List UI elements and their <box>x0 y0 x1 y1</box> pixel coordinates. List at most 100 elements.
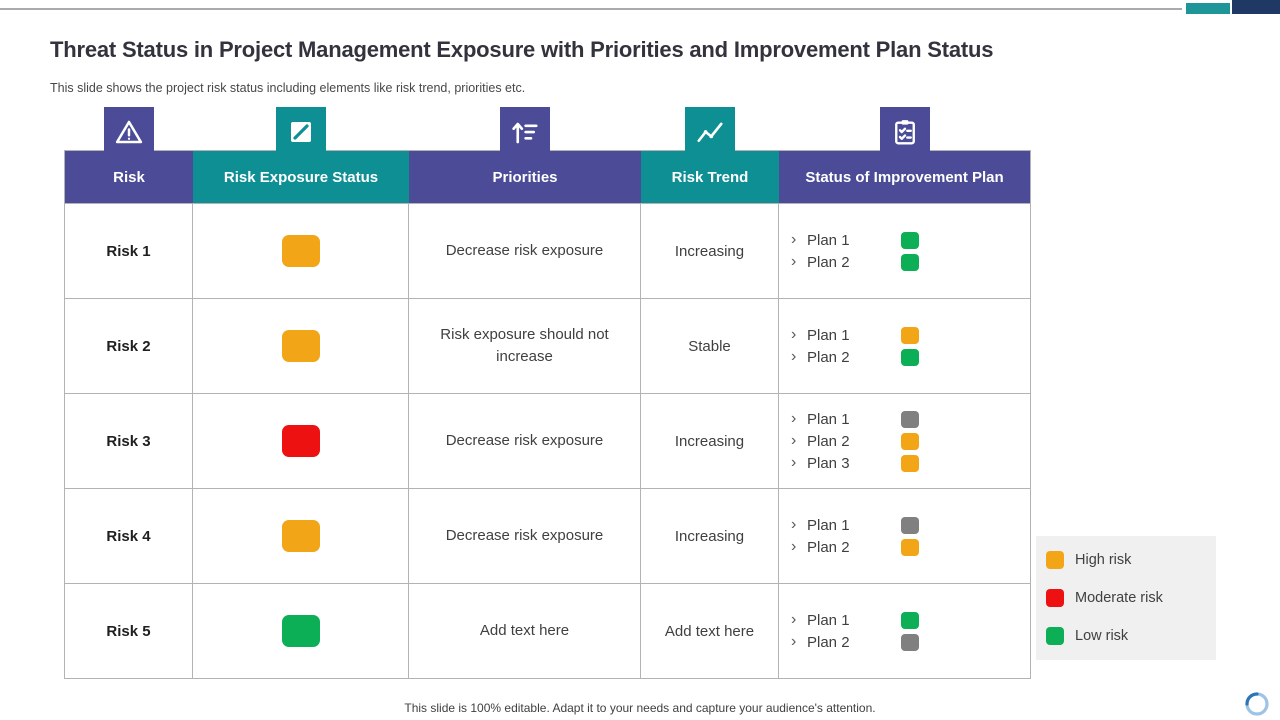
legend-color-box <box>1046 551 1064 569</box>
plan-item: › Plan 2 <box>791 347 1030 367</box>
plan-label: Plan 1 <box>807 611 850 629</box>
risk-cell: Risk 1 <box>65 204 193 298</box>
plan-item: › Plan 1 <box>791 409 1030 429</box>
column-header-label: Status of Improvement Plan <box>805 168 1004 186</box>
editable-note: This slide is 100% editable. Adapt it to… <box>404 701 876 715</box>
risk-label: Risk 5 <box>106 622 151 640</box>
plan-label: Plan 2 <box>807 253 850 271</box>
risk-status-table: Risk Risk Exposure Status <box>64 107 1031 679</box>
plan-status-box <box>901 410 919 428</box>
plan-label: Plan 2 <box>807 633 850 651</box>
trend-cell: Increasing <box>641 489 779 583</box>
risk-label: Risk 4 <box>106 527 151 545</box>
plan-status-box <box>901 611 919 629</box>
priority-cell: Risk exposure should not increase <box>409 299 641 393</box>
chevron-bullet: › <box>791 516 797 533</box>
plan-label: Plan 3 <box>807 454 850 472</box>
column-header-label: Risk Trend <box>671 168 749 186</box>
chevron-bullet: › <box>791 348 797 365</box>
chevron-bullet: › <box>791 326 797 343</box>
plan-label: Plan 2 <box>807 348 850 366</box>
plan-label: Plan 1 <box>807 516 850 534</box>
risk-cell: Risk 2 <box>65 299 193 393</box>
trend-cell: Increasing <box>641 394 779 488</box>
column-header-improvement-plan: Status of Improvement Plan <box>779 107 1030 203</box>
plan-item: › Plan 1 <box>791 515 1030 535</box>
column-header-risk: Risk <box>65 107 193 203</box>
plan-status-box <box>901 326 919 344</box>
risk-legend: High risk Moderate risk Low risk <box>1036 536 1216 660</box>
chevron-bullet: › <box>791 538 797 555</box>
risk-cell: Risk 5 <box>65 584 193 678</box>
plan-item: › Plan 1 <box>791 325 1030 345</box>
column-header-label: Priorities <box>492 168 558 186</box>
chevron-bullet: › <box>791 231 797 248</box>
exposure-cell <box>193 394 409 488</box>
trend-line-icon <box>685 107 735 157</box>
teal-accent-bar <box>1186 3 1230 14</box>
plan-status-box <box>901 538 919 556</box>
priority-cell: Decrease risk exposure <box>409 394 641 488</box>
legend-color-box <box>1046 589 1064 607</box>
risk-label: Risk 3 <box>106 432 151 450</box>
table-row: Risk 2 Risk exposure should not increase… <box>65 298 1030 393</box>
risk-cell: Risk 4 <box>65 489 193 583</box>
table-row: Risk 3 Decrease risk exposure Increasing… <box>65 393 1030 488</box>
risk-label: Risk 2 <box>106 337 151 355</box>
exposure-status-badge <box>281 425 320 457</box>
legend-item-low-risk: Low risk <box>1046 627 1216 645</box>
brand-ring-icon <box>1244 691 1270 717</box>
priority-cell: Decrease risk exposure <box>409 204 641 298</box>
plan-item: › Plan 1 <box>791 610 1030 630</box>
plans-cell: › Plan 1 › Plan 2 › Plan 3 <box>779 394 1030 488</box>
plan-item: › Plan 2 <box>791 252 1030 272</box>
legend-label: Moderate risk <box>1075 590 1163 606</box>
plan-item: › Plan 2 <box>791 537 1030 557</box>
plan-status-box <box>901 516 919 534</box>
risk-label: Risk 1 <box>106 242 151 260</box>
plans-cell: › Plan 1 › Plan 2 <box>779 584 1030 678</box>
clipboard-checklist-icon <box>879 107 930 157</box>
plan-label: Plan 2 <box>807 538 850 556</box>
navy-accent-bar <box>1232 0 1280 14</box>
plan-item: › Plan 2 <box>791 632 1030 652</box>
plans-cell: › Plan 1 › Plan 2 <box>779 299 1030 393</box>
trend-cell: Stable <box>641 299 779 393</box>
table-row: Risk 5 Add text here Add text here › Pla… <box>65 583 1030 678</box>
page-subtitle: This slide shows the project risk status… <box>50 80 526 95</box>
plan-label: Plan 1 <box>807 326 850 344</box>
risk-cell: Risk 3 <box>65 394 193 488</box>
chevron-bullet: › <box>791 454 797 471</box>
plan-label: Plan 1 <box>807 410 850 428</box>
plan-status-box <box>901 454 919 472</box>
chevron-bullet: › <box>791 611 797 628</box>
exposure-status-badge <box>281 330 320 362</box>
exposure-status-badge <box>281 235 320 267</box>
exposure-cell <box>193 489 409 583</box>
column-header-risk-trend: Risk Trend <box>641 107 779 203</box>
priority-cell: Decrease risk exposure <box>409 489 641 583</box>
legend-item-moderate-risk: Moderate risk <box>1046 589 1216 607</box>
top-divider-line <box>0 8 1182 10</box>
plan-item: › Plan 1 <box>791 230 1030 250</box>
warning-icon <box>104 107 154 157</box>
column-header-priorities: Priorities <box>409 107 641 203</box>
plan-status-box <box>901 253 919 271</box>
table-header-row: Risk Risk Exposure Status <box>65 107 1030 203</box>
chevron-bullet: › <box>791 253 797 270</box>
table-row: Risk 4 Decrease risk exposure Increasing… <box>65 488 1030 583</box>
column-header-risk-exposure-status: Risk Exposure Status <box>193 107 409 203</box>
chevron-bullet: › <box>791 432 797 449</box>
plan-item: › Plan 3 <box>791 453 1030 473</box>
plan-status-box <box>901 348 919 366</box>
table-row: Risk 1 Decrease risk exposure Increasing… <box>65 203 1030 298</box>
plan-status-box <box>901 633 919 651</box>
legend-item-high-risk: High risk <box>1046 551 1216 569</box>
sort-ascending-icon <box>500 107 550 157</box>
exposure-cell <box>193 299 409 393</box>
plans-cell: › Plan 1 › Plan 2 <box>779 489 1030 583</box>
plans-cell: › Plan 1 › Plan 2 <box>779 204 1030 298</box>
plan-label: Plan 1 <box>807 231 850 249</box>
edit-square-icon <box>276 107 326 157</box>
